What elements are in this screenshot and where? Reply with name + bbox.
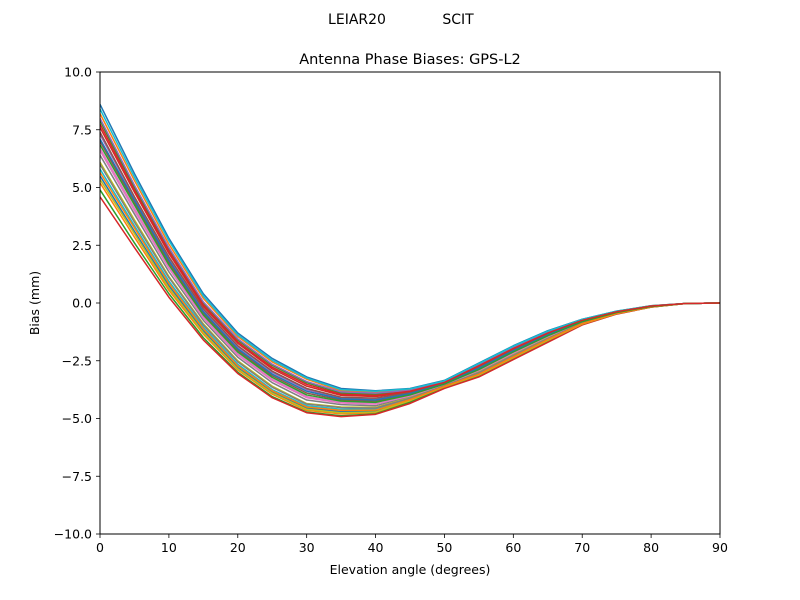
x-tick-label: 80 [643, 540, 659, 555]
y-tick-label: 0.0 [72, 296, 92, 311]
series-line-20 [100, 108, 720, 392]
x-tick-label: 90 [712, 540, 728, 555]
y-tick-label: −5.0 [62, 411, 92, 426]
series-line-15 [100, 117, 720, 394]
suptitle-antenna: LEIAR20 [328, 12, 386, 28]
series-line-2 [100, 113, 720, 393]
y-tick-label: 10.0 [64, 65, 92, 80]
plot-lines [100, 104, 720, 418]
series-line-6 [100, 140, 720, 402]
series-line-21 [100, 138, 720, 401]
x-tick-label: 60 [505, 540, 521, 555]
y-axis-label: Bias (mm) [27, 271, 42, 335]
series-line-3 [100, 120, 720, 395]
x-axis-label: Elevation angle (degrees) [330, 562, 491, 577]
series-line-4 [100, 127, 720, 398]
series-line-16 [100, 131, 720, 399]
y-tick-label: −10.0 [54, 527, 92, 542]
x-tick-label: 10 [161, 540, 177, 555]
x-tick-label: 20 [230, 540, 246, 555]
series-line-1 [100, 104, 720, 392]
y-tick-label: 5.0 [72, 180, 92, 195]
x-tick-label: 30 [299, 540, 315, 555]
x-axis: 0 10 20 30 40 50 60 70 80 90 [96, 534, 728, 555]
chart-title: Antenna Phase Biases: GPS-L2 [299, 52, 521, 68]
suptitle-station: SCIT [442, 12, 474, 28]
y-axis: −10.0 −7.5 −5.0 −2.5 0.0 2.5 5.0 7.5 10.0 [54, 65, 100, 542]
series-line-24 [100, 123, 720, 397]
y-tick-label: −2.5 [62, 353, 92, 368]
x-tick-label: 50 [436, 540, 452, 555]
x-tick-label: 70 [574, 540, 590, 555]
series-line-5 [100, 134, 720, 400]
y-tick-label: −7.5 [62, 469, 92, 484]
series-line-23 [100, 144, 720, 404]
x-tick-label: 40 [368, 540, 384, 555]
y-tick-label: 2.5 [72, 238, 92, 253]
x-tick-label: 0 [96, 540, 104, 555]
y-tick-label: 7.5 [72, 122, 92, 137]
series-line-22 [100, 172, 720, 412]
